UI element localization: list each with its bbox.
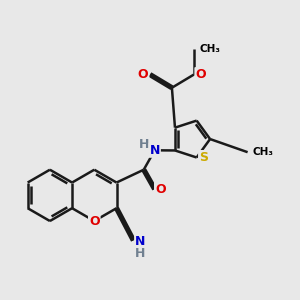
Text: H: H [135,247,146,260]
Text: S: S [199,151,208,164]
Text: N: N [135,236,146,248]
Text: O: O [155,183,166,196]
Text: O: O [138,68,148,81]
Text: O: O [89,214,100,227]
Text: CH₃: CH₃ [252,147,273,157]
Text: CH₃: CH₃ [200,44,220,54]
Text: H: H [139,138,149,151]
Text: N: N [149,144,160,157]
Text: O: O [195,68,206,81]
